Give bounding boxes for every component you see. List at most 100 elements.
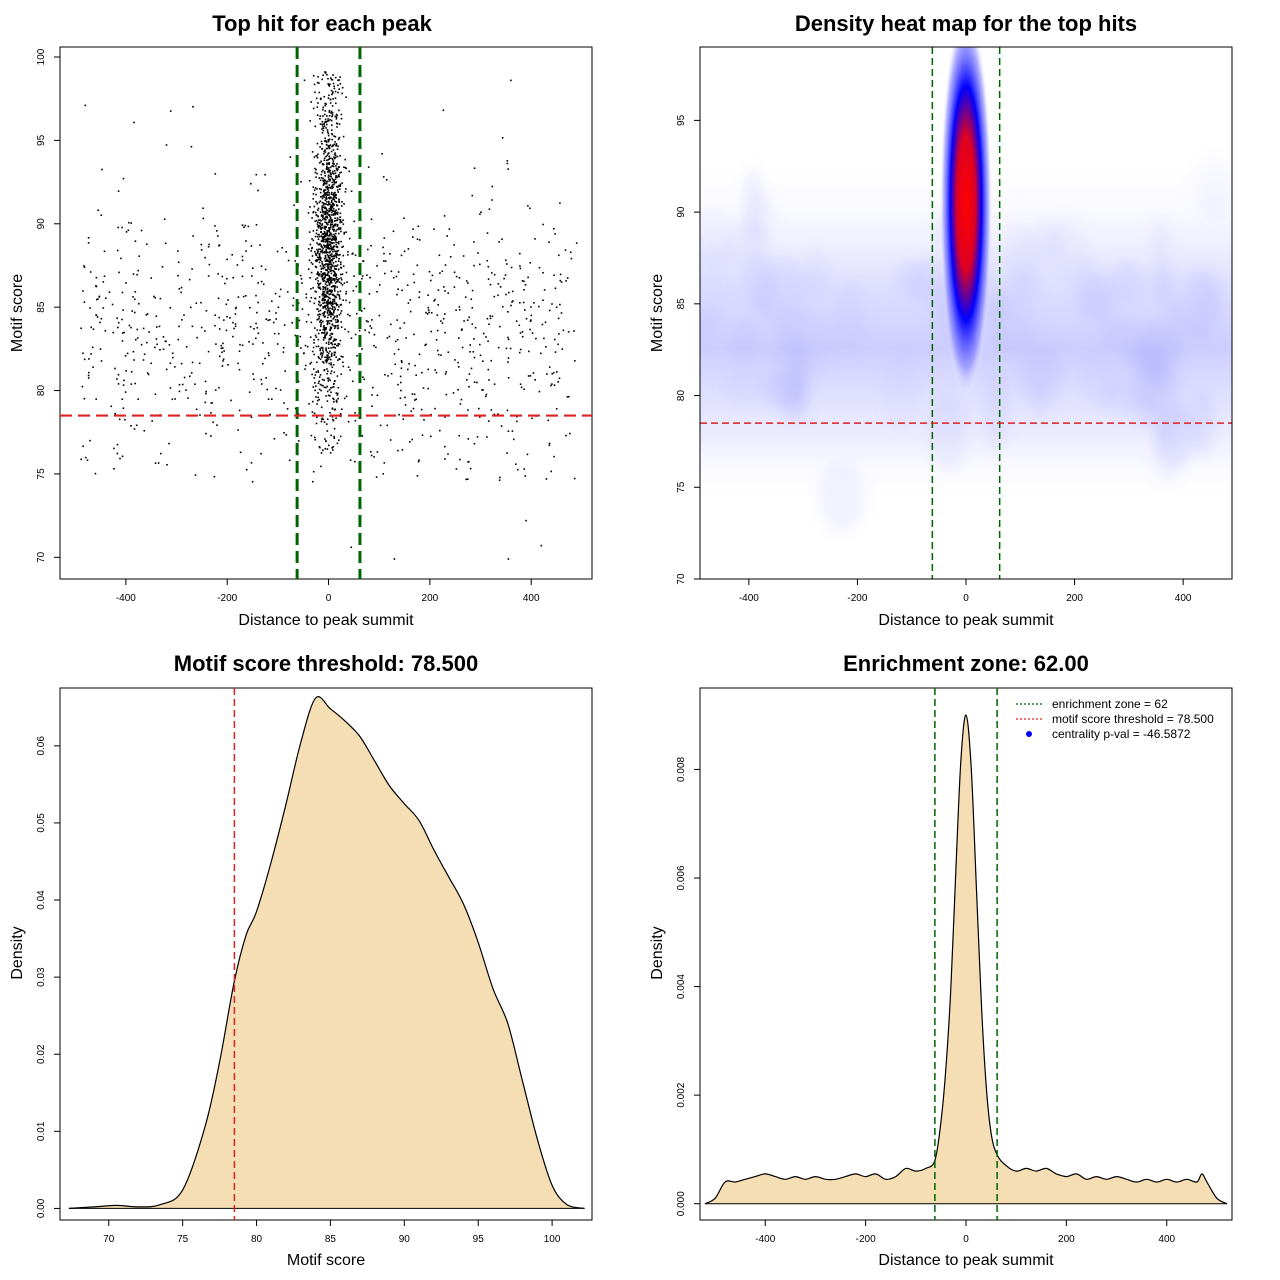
scatter-point: [339, 253, 341, 256]
scatter-point: [322, 177, 324, 180]
scatter-point: [177, 338, 180, 341]
scatter-point: [381, 153, 383, 155]
scatter-point: [121, 398, 124, 400]
scatter-point: [324, 71, 326, 73]
scatter-point: [213, 475, 216, 478]
scatter-point: [95, 398, 97, 400]
scatter-point: [96, 316, 99, 318]
scatter-point: [542, 223, 544, 226]
scatter-point: [523, 289, 525, 291]
scatter-point: [90, 353, 92, 355]
scatter-point: [334, 250, 336, 252]
scatter-point: [364, 329, 366, 331]
scatter-point: [326, 304, 329, 307]
scatter-point: [471, 289, 474, 292]
scatter-point: [522, 301, 525, 304]
scatter-point: [169, 387, 172, 389]
scatter-point: [326, 123, 328, 126]
scatter-point: [124, 355, 127, 357]
scatter-point: [325, 281, 328, 284]
scatter-point: [412, 236, 414, 238]
scatter-point: [319, 265, 322, 267]
scatter-point: [323, 258, 326, 260]
scatter-point: [342, 361, 344, 364]
scatter-point: [338, 123, 341, 125]
scatter-point: [330, 173, 332, 176]
scatter-point: [467, 282, 469, 284]
scatter-point: [375, 476, 378, 478]
heatmap-blotch: [1179, 264, 1224, 342]
scatter-point: [321, 354, 324, 357]
scatter-point: [163, 218, 166, 220]
score-density-area: [68, 696, 585, 1209]
scatter-point: [481, 389, 483, 391]
scatter-point: [329, 206, 332, 208]
scatter-point: [89, 271, 92, 273]
scatter-point: [320, 420, 323, 423]
scatter-point: [329, 144, 332, 146]
scatter-point: [327, 83, 329, 85]
scatter-point: [323, 295, 326, 297]
scatter-point: [323, 123, 325, 125]
scatter-point: [311, 151, 314, 153]
scatter-point: [319, 191, 322, 194]
scatter-point: [566, 277, 569, 279]
scatter-point: [217, 273, 219, 275]
scatter-point: [319, 179, 322, 182]
scatter-point: [324, 211, 327, 214]
panel-score-density: Motif score threshold: 78.500 70 75 80 85 90…: [9, 651, 593, 1269]
scatter-point: [333, 353, 336, 356]
scatter-point: [331, 202, 334, 204]
scatter-point: [317, 76, 319, 78]
scatter-point: [555, 306, 558, 309]
scatter-point: [200, 301, 202, 304]
scatter-point: [269, 413, 271, 416]
scatter-point: [125, 282, 127, 284]
scatter-point: [146, 243, 148, 246]
scatter-point: [331, 302, 334, 304]
scatter-point: [342, 254, 345, 257]
scatter-point: [337, 279, 339, 282]
scatter-point: [414, 364, 416, 367]
scatter-point: [316, 236, 319, 238]
scatter-point: [250, 245, 253, 247]
scatter-point: [244, 224, 246, 227]
scatter-point: [250, 182, 252, 185]
scatter-point: [320, 268, 323, 270]
scatter-point: [332, 82, 335, 85]
scatter-point: [334, 141, 336, 143]
scatter-point: [325, 395, 327, 397]
scatter-point: [334, 152, 336, 154]
scatter-point: [210, 412, 212, 414]
scatter-point: [337, 324, 339, 327]
scatter-point: [333, 181, 336, 184]
distance-density-title: Enrichment zone: 62.00: [843, 651, 1089, 676]
scatter-point: [411, 438, 413, 441]
scatter-point: [322, 332, 325, 334]
scatter-point: [317, 272, 319, 274]
scatter-point: [513, 438, 515, 441]
scatter-point: [335, 338, 337, 341]
scatter-point: [325, 263, 327, 265]
scatter-point: [340, 303, 342, 306]
scatter-point: [230, 399, 232, 402]
scatter-point: [275, 312, 277, 314]
scatter-point: [548, 241, 550, 243]
scatter-point: [531, 332, 534, 334]
scatter-point: [326, 258, 328, 261]
scatter-point: [520, 386, 523, 389]
scatter-point: [327, 239, 329, 242]
scatter-point: [140, 343, 143, 346]
score-density-x-tick-label: 75: [177, 1234, 189, 1245]
scatter-point: [405, 337, 407, 339]
scatter-point: [342, 356, 344, 358]
scatter-point: [371, 405, 373, 407]
scatter-point: [318, 248, 320, 250]
heatmap-blotch: [818, 462, 866, 533]
scatter-point: [331, 259, 333, 262]
scatter-point: [334, 295, 337, 298]
scatter-point: [321, 332, 323, 334]
scatter-point: [335, 304, 338, 307]
scatter-point: [312, 239, 315, 242]
